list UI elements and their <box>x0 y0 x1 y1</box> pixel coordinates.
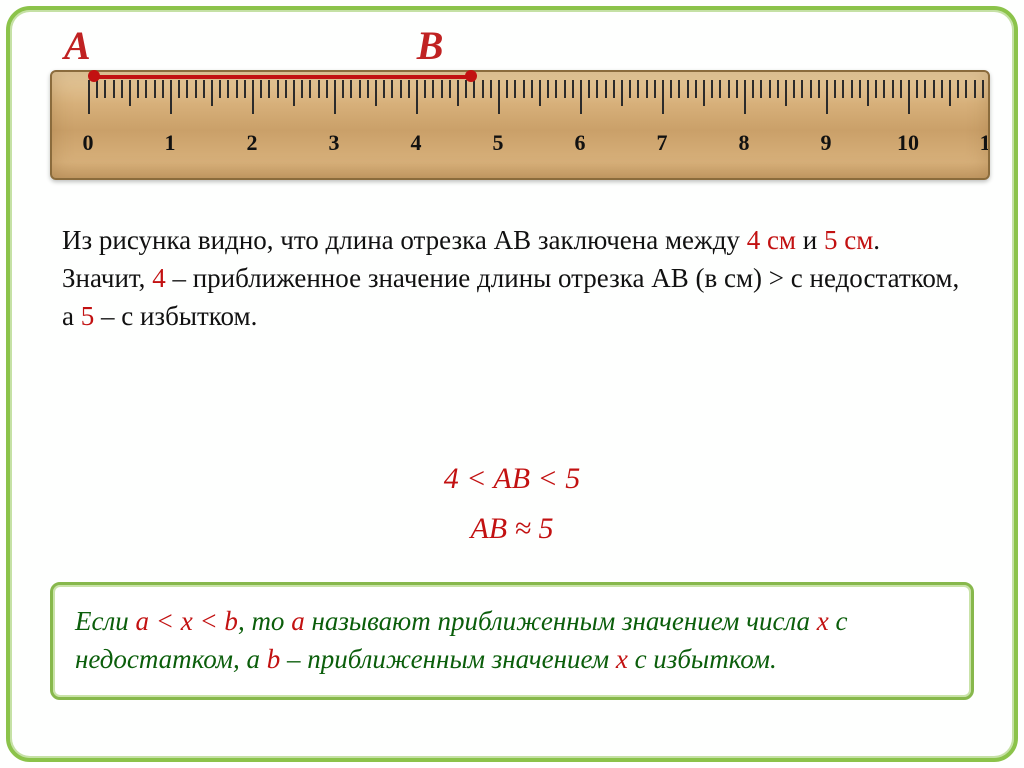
text: – с избытком. <box>94 301 257 331</box>
ruler-ticks: 01234567891011 <box>52 80 988 150</box>
text-red: a <box>291 606 305 636</box>
text: . <box>873 225 880 255</box>
approximation: AB ≈ 5 <box>22 512 1002 546</box>
ruler-tick-label: 9 <box>821 130 832 156</box>
explanation-paragraph: Из рисунка видно, что длина отрезка АВ з… <box>62 222 962 335</box>
text-red: a < x < b <box>136 606 238 636</box>
text-red: x <box>817 606 829 636</box>
text: с избытком. <box>628 644 777 674</box>
ruler-tick-label: 3 <box>329 130 340 156</box>
ruler-tick-label: 2 <box>247 130 258 156</box>
text-red: x <box>616 644 628 674</box>
slide-content: A B 0 1 2 3 4 5 6 7 8 9 10 11 Из рисунка видно, что… <box>22 22 1002 746</box>
text: называют приближенным значением числа <box>305 606 817 636</box>
segment-point-b <box>465 70 477 82</box>
ruler-tick-label: 0 <box>83 130 94 156</box>
text: и <box>796 225 824 255</box>
segment-point-a <box>88 70 100 82</box>
text: Если <box>75 606 136 636</box>
text-red: 5 см <box>824 225 873 255</box>
label-b: B <box>417 22 444 69</box>
ruler-tick-label: 5 <box>493 130 504 156</box>
text: , то <box>238 606 291 636</box>
ruler-tick-label: 4 <box>411 130 422 156</box>
text: – приближенным значением <box>280 644 616 674</box>
ruler: 0 1 2 3 4 5 6 7 8 9 10 11 <box>50 70 990 180</box>
ruler-tick-label: 6 <box>575 130 586 156</box>
ruler-tick-label: 8 <box>739 130 750 156</box>
rule-definition-box: Если a < x < b, то a называют приближенн… <box>50 582 974 700</box>
segment-ab-line <box>94 75 471 79</box>
segment-labels: A B <box>64 22 443 69</box>
text-red: 4 <box>152 263 166 293</box>
text-red: b <box>267 644 281 674</box>
text: Значит, <box>62 263 152 293</box>
ruler-tick-label: 7 <box>657 130 668 156</box>
ruler-tick-label: 10 <box>897 130 919 156</box>
inequality-1: 4 < AB < 5 <box>22 462 1002 496</box>
ruler-tick-label: 11 <box>980 130 990 156</box>
text-red: 4 см <box>747 225 796 255</box>
text: Из рисунка видно, что длина отрезка АВ з… <box>62 225 747 255</box>
label-a: A <box>64 22 91 69</box>
text-red: 5 <box>81 301 95 331</box>
ruler-tick-label: 1 <box>165 130 176 156</box>
